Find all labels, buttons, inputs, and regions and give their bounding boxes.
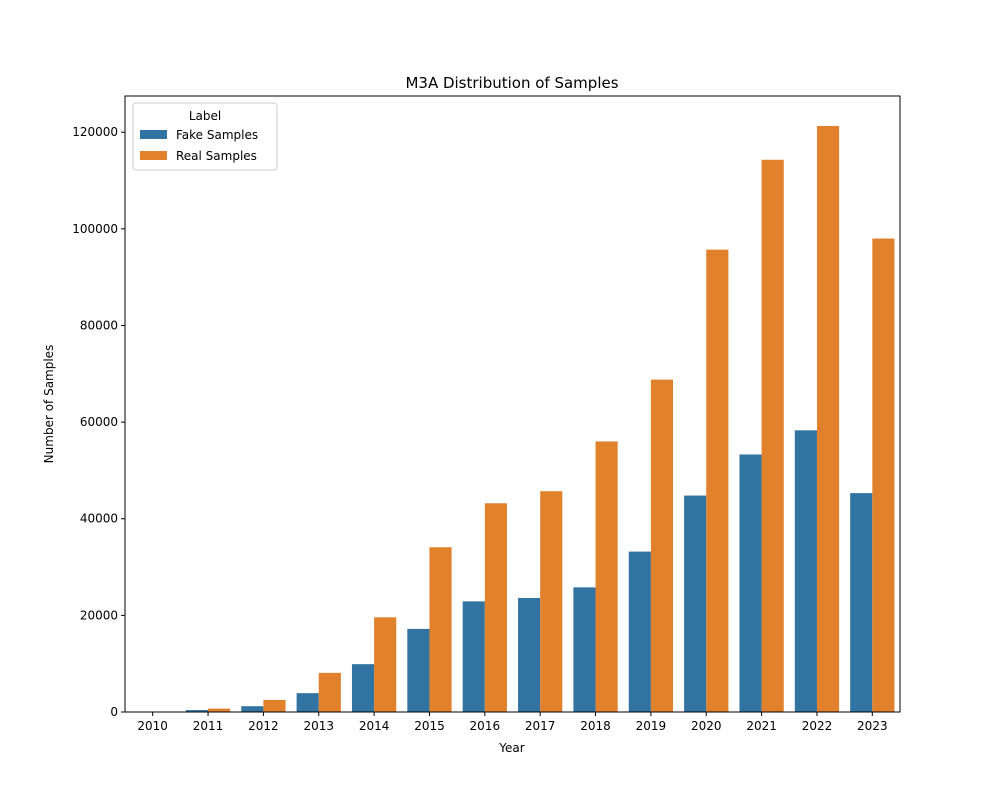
plot-frame xyxy=(124,95,901,713)
bar-fake-samples-2017 xyxy=(518,597,541,712)
bar-fake-samples-2014 xyxy=(351,664,375,712)
x-tick-label: 2021 xyxy=(746,719,777,733)
x-axis: 2010 2011 2012 2013 2014 2015 2016 2017 2018 2019… xyxy=(137,712,888,733)
bar-fake-samples-2019 xyxy=(628,551,651,712)
bar-real-samples-2017 xyxy=(540,491,563,712)
bar-fake-samples-2012 xyxy=(241,706,264,712)
x-tick-label: 2018 xyxy=(580,719,611,733)
legend-title: Label xyxy=(189,109,221,123)
y-axis-label: Number of Samples xyxy=(42,345,56,464)
x-tick-label: 2010 xyxy=(137,719,168,733)
y-axis: 0 20000 40000 60000 80000 100000 120000 xyxy=(72,125,125,719)
x-tick-label: 2022 xyxy=(802,719,833,733)
bar-real-samples-2021 xyxy=(761,159,784,713)
bar-fake-samples-2016 xyxy=(462,601,485,712)
y-tick-label: 120000 xyxy=(72,125,118,139)
y-tick-label: 80000 xyxy=(80,318,118,332)
bar-real-samples-2018 xyxy=(595,441,618,712)
bar-real-samples-2022 xyxy=(816,125,840,712)
bars-group xyxy=(185,125,895,713)
bar-fake-samples-2021 xyxy=(739,454,762,712)
x-axis-label: Year xyxy=(498,741,524,755)
y-tick-label: 60000 xyxy=(80,415,118,429)
bar-fake-samples-2020 xyxy=(684,495,707,712)
y-tick-label: 20000 xyxy=(80,608,118,622)
chart-title: M3A Distribution of Samples xyxy=(405,74,618,92)
x-tick-label: 2016 xyxy=(470,719,501,733)
legend-box xyxy=(132,102,278,171)
x-tick-label: 2011 xyxy=(193,719,224,733)
bar-real-samples-2020 xyxy=(706,249,729,713)
y-tick-label: 100000 xyxy=(72,222,118,236)
bar-fake-samples-2013 xyxy=(296,693,319,712)
bar-real-samples-2014 xyxy=(374,617,397,712)
x-tick-label: 2013 xyxy=(303,719,334,733)
x-tick-label: 2015 xyxy=(414,719,445,733)
x-tick-label: 2019 xyxy=(636,719,667,733)
bar-fake-samples-2015 xyxy=(407,628,430,712)
legend-swatch-real xyxy=(140,151,167,160)
x-tick-label: 2017 xyxy=(525,719,556,733)
legend-swatch-fake xyxy=(140,130,167,139)
bar-real-samples-2023 xyxy=(872,238,895,712)
y-tick-label: 40000 xyxy=(80,512,118,526)
bar-real-samples-2016 xyxy=(484,503,507,712)
x-tick-label: 2023 xyxy=(857,719,888,733)
y-tick-label: 0 xyxy=(110,705,118,719)
bar-real-samples-2011 xyxy=(208,708,231,712)
legend: Label Fake Samples Real Samples xyxy=(132,102,278,171)
bar-fake-samples-2018 xyxy=(573,587,596,712)
bar-real-samples-2013 xyxy=(318,672,341,712)
bar-real-samples-2019 xyxy=(650,379,674,712)
bar-fake-samples-2011 xyxy=(185,710,209,712)
legend-label-fake: Fake Samples xyxy=(176,128,258,142)
x-tick-label: 2014 xyxy=(359,719,390,733)
bar-fake-samples-2023 xyxy=(850,493,873,712)
x-tick-label: 2012 xyxy=(248,719,279,733)
legend-label-real: Real Samples xyxy=(176,149,257,163)
x-tick-label: 2020 xyxy=(691,719,722,733)
bar-real-samples-2012 xyxy=(263,699,286,712)
bar-real-samples-2015 xyxy=(429,547,452,712)
bar-fake-samples-2022 xyxy=(794,430,817,712)
